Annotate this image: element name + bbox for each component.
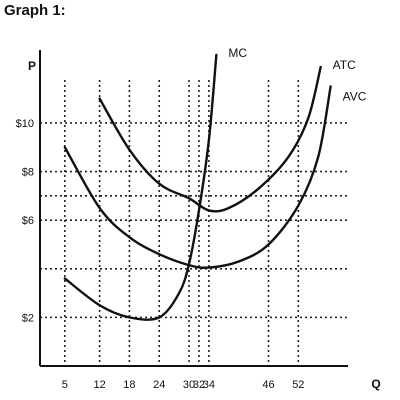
atc-curve bbox=[98, 65, 322, 213]
x-tick-30: 30 bbox=[183, 379, 195, 391]
x-tick-34: 34 bbox=[203, 379, 215, 391]
x-tick-12: 12 bbox=[93, 379, 105, 391]
x-tick-18: 18 bbox=[123, 379, 135, 391]
y-axis-label: P bbox=[28, 59, 36, 73]
x-tick-32: 32 bbox=[193, 379, 205, 391]
avc-curve bbox=[63, 85, 332, 269]
mc-curve bbox=[63, 53, 218, 321]
atc-label: ATC bbox=[333, 58, 356, 72]
y-tick-6: $6 bbox=[22, 215, 34, 227]
avc-label: AVC bbox=[343, 89, 367, 103]
x-tick-24: 24 bbox=[153, 379, 165, 391]
y-tick-10: $10 bbox=[16, 118, 34, 130]
x-tick-52: 52 bbox=[292, 379, 304, 391]
mc-label: MC bbox=[228, 46, 247, 60]
x-axis-label: Q bbox=[371, 377, 380, 391]
x-tick-46: 46 bbox=[262, 379, 274, 391]
graph-title: Graph 1: bbox=[4, 2, 66, 19]
y-tick-8: $8 bbox=[22, 167, 34, 179]
y-tick-2: $2 bbox=[22, 312, 34, 324]
x-tick-5: 5 bbox=[62, 379, 68, 391]
